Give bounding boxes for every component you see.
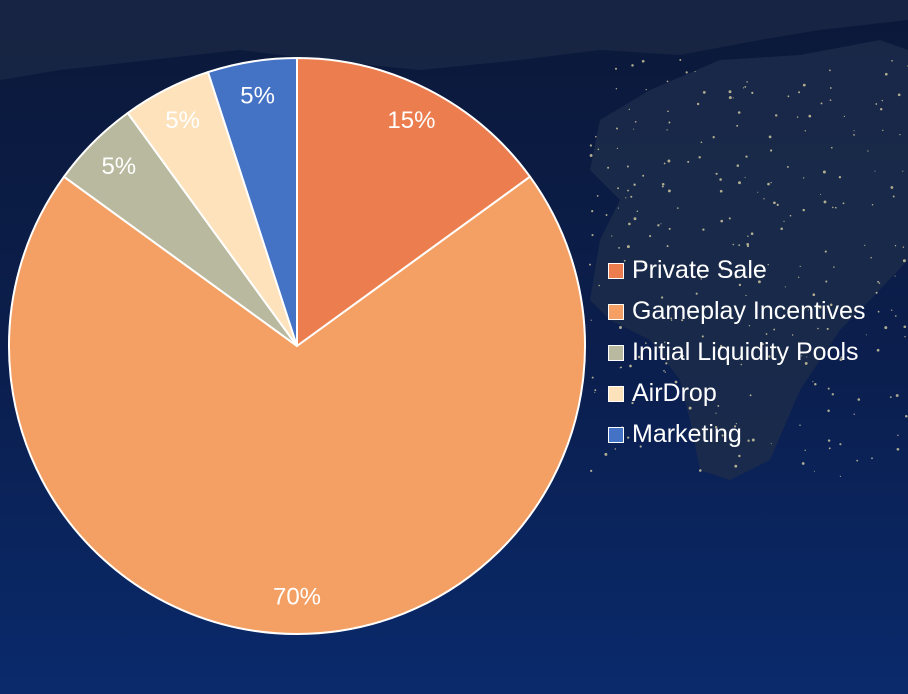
legend-label: AirDrop xyxy=(632,379,717,407)
legend-swatch xyxy=(608,385,624,402)
legend-label: Private Sale xyxy=(632,256,767,284)
pie-slice-marketing xyxy=(207,57,298,347)
legend-item-private-sale: Private Sale xyxy=(608,250,865,291)
northern-landmass xyxy=(0,0,908,80)
legend-item-marketing: Marketing xyxy=(608,414,865,455)
legend-swatch xyxy=(608,262,624,279)
legend-item-airdrop: AirDrop xyxy=(608,373,865,414)
legend-label: Gameplay Incentives xyxy=(632,297,866,325)
pie-slice-private-sale xyxy=(296,57,531,347)
pie-label-airdrop: 5% xyxy=(165,107,200,134)
city-lights xyxy=(589,59,908,477)
legend-item-initial-liquidity-pools: Initial Liquidity Pools xyxy=(608,332,865,373)
legend-swatch xyxy=(608,426,624,443)
legend-item-gameplay-incentives: Gameplay Incentives xyxy=(608,291,865,332)
legend-swatch xyxy=(608,303,624,320)
pie-slices xyxy=(8,57,586,635)
legend-label: Initial Liquidity Pools xyxy=(632,338,859,366)
pie-label-marketing: 5% xyxy=(240,82,275,109)
pie-label-initial-liquidity-pools: 5% xyxy=(101,153,136,180)
pie-slice-gameplay-incentives xyxy=(8,175,586,635)
legend-label: Marketing xyxy=(632,420,742,448)
legend-swatch xyxy=(608,344,624,361)
chart-legend: Private Sale Gameplay Incentives Initial L… xyxy=(608,250,865,455)
pie-label-gameplay-incentives: 70% xyxy=(273,583,321,610)
europe-africa-landmass xyxy=(590,40,908,480)
pie-labels: 15% 70% 5% 5% 5% xyxy=(101,82,435,610)
pie-label-private-sale: 15% xyxy=(387,107,435,134)
